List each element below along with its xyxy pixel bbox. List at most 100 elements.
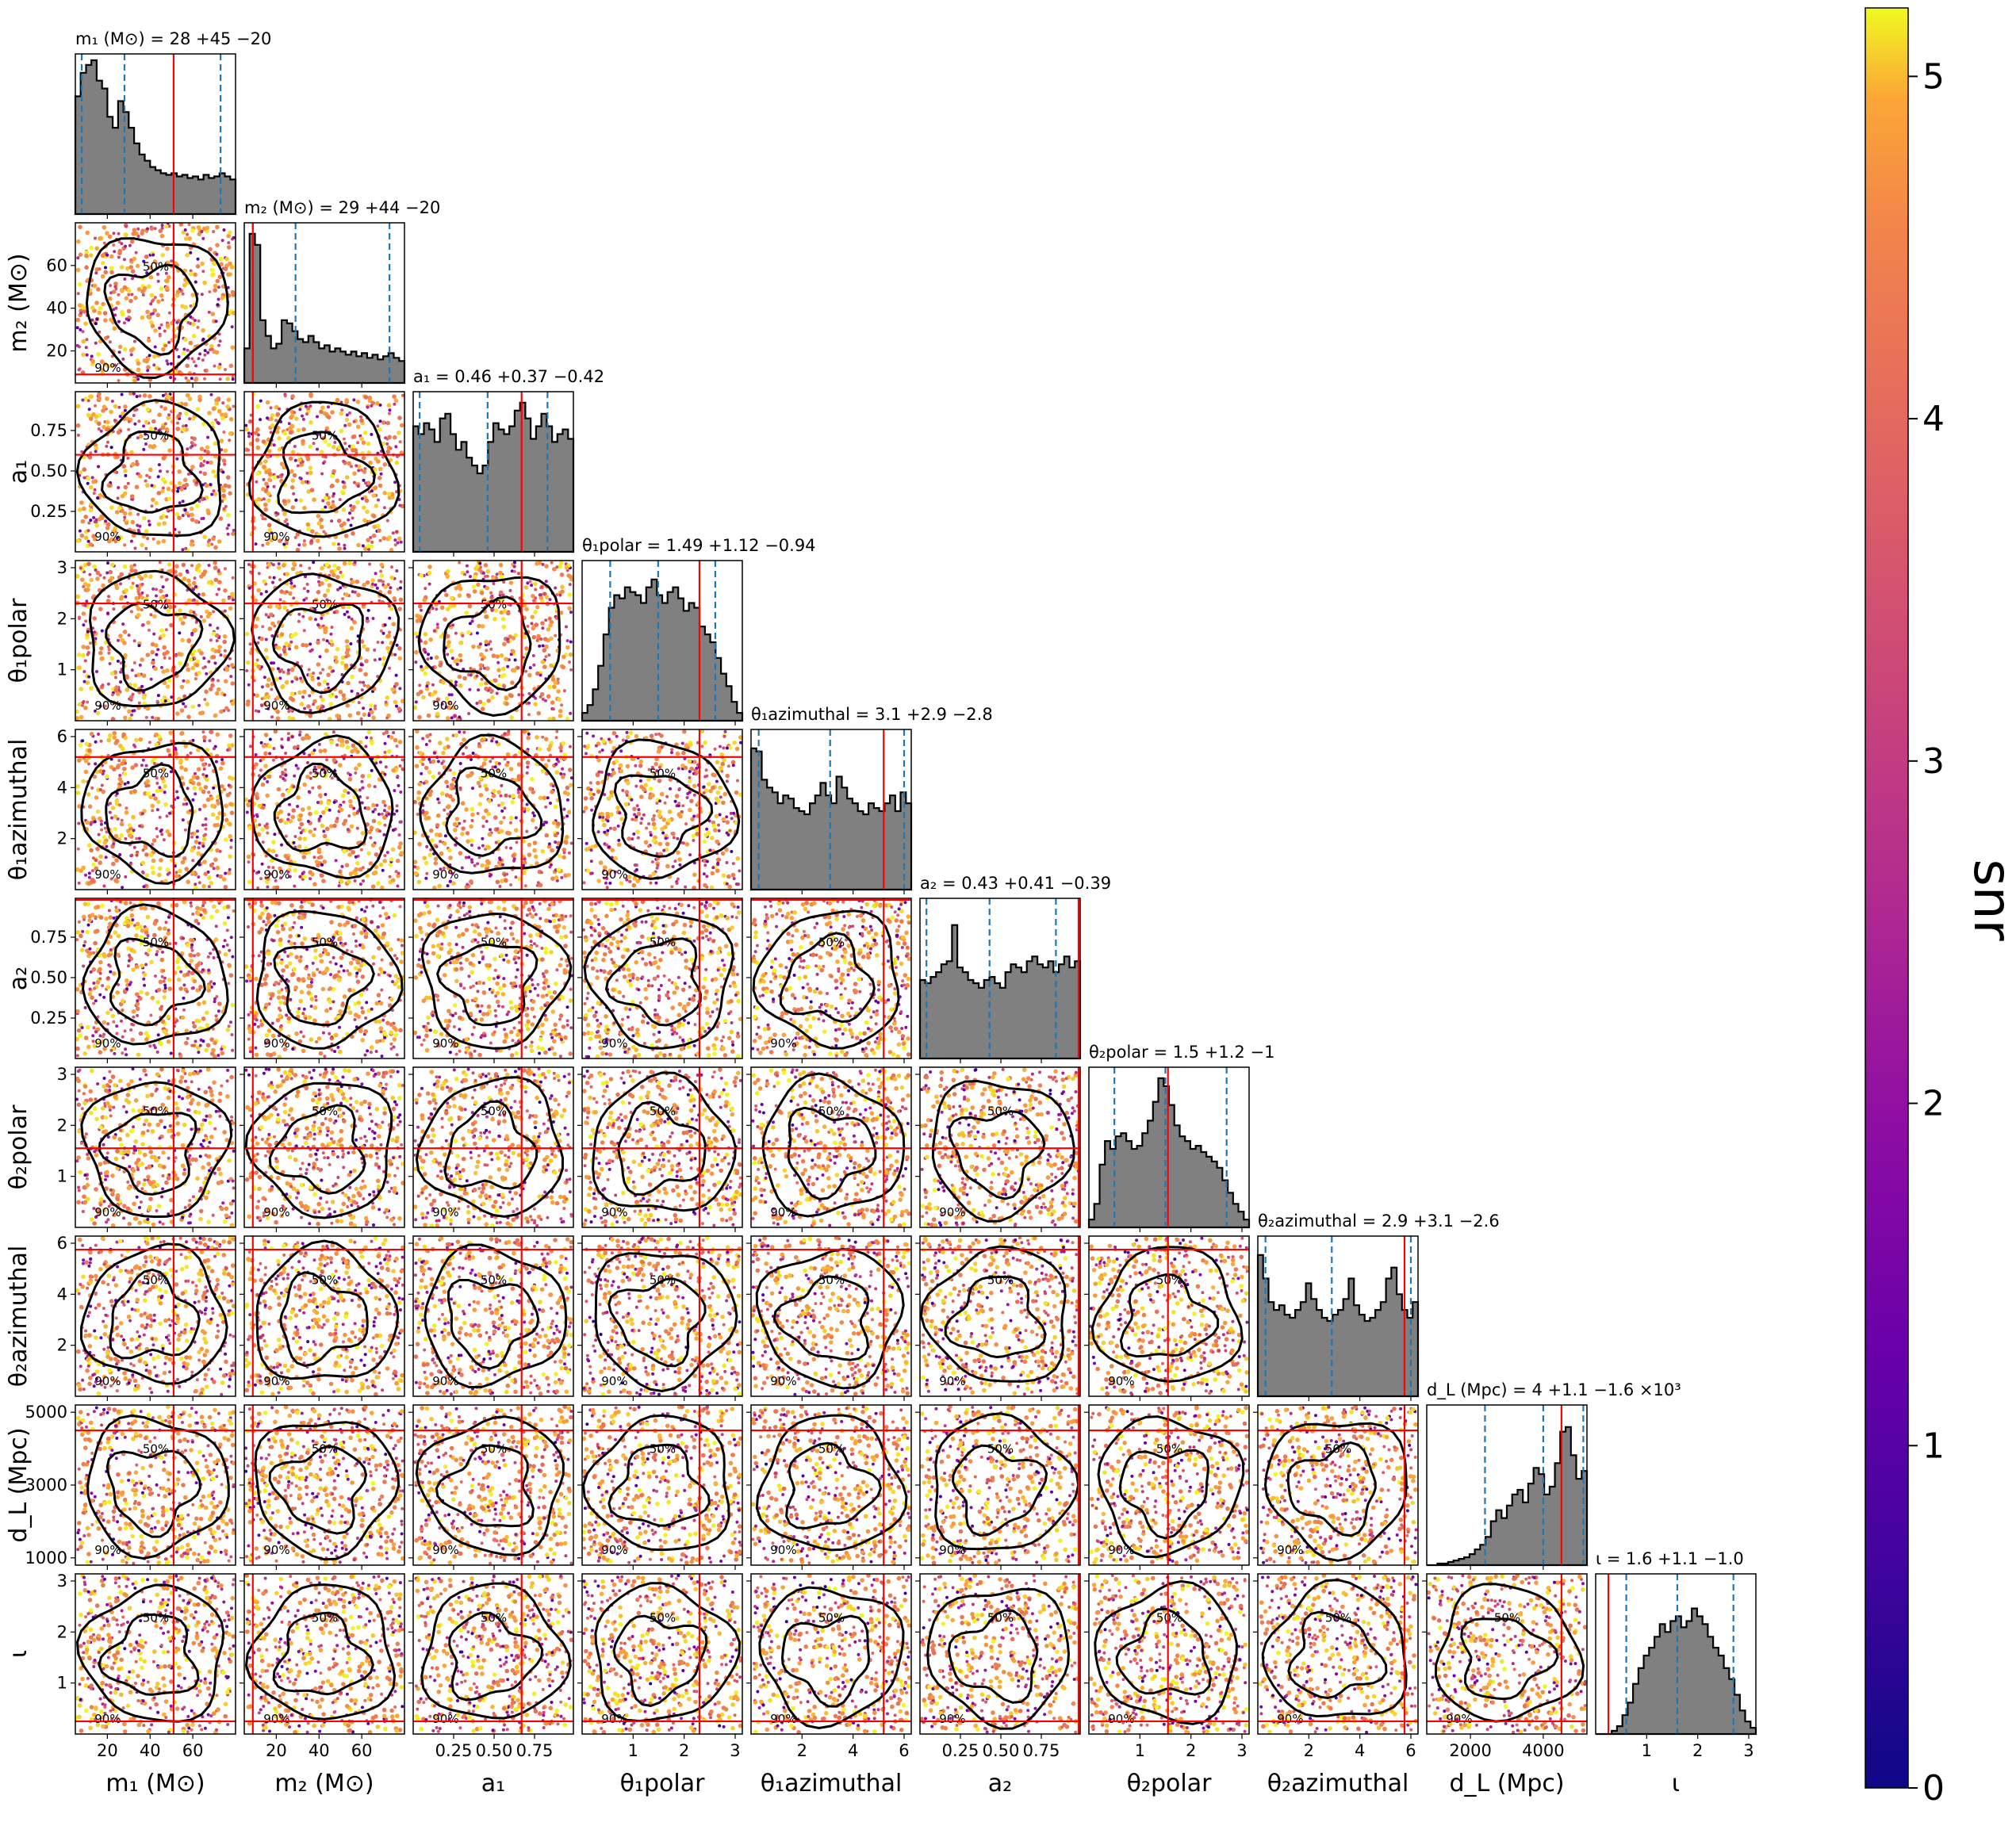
sample-point [111,289,117,294]
sample-point [85,588,90,592]
sample-point [333,769,337,773]
sample-point [384,765,388,769]
sample-point [224,679,228,683]
sample-point [382,859,388,863]
histogram-bars [581,578,744,722]
sample-point [125,674,129,679]
sample-point [209,623,212,627]
sample-point [299,564,303,568]
sample-point [187,223,191,226]
sample-point [460,801,466,806]
sample-point [537,747,542,752]
sample-point [130,293,134,297]
sample-point [458,715,462,719]
sample-point [342,800,346,804]
sample-point [359,436,364,442]
sample-point [146,620,151,626]
sample-point [538,595,543,600]
sample-point [321,499,325,503]
sample-point [293,445,297,448]
sample-point [198,470,202,474]
sample-point [120,242,124,246]
sample-point [473,566,478,571]
sample-point [476,862,480,866]
sample-point [332,730,335,734]
sample-point [356,542,361,548]
sample-point [170,804,174,808]
sample-point [220,412,224,417]
sample-point [348,803,354,809]
sample-point [266,831,270,835]
sample-point [326,603,331,608]
sample-point [362,431,368,435]
sample-point [559,749,563,753]
sample-point [355,400,361,404]
sample-point [562,790,568,795]
sample-point [521,863,525,867]
sample-point [442,841,447,846]
sample-point [159,286,164,291]
sample-point [186,598,192,603]
contour-90 [417,576,561,718]
sample-point [416,791,422,795]
sample-point [361,455,366,461]
sample-point [249,745,252,748]
sample-point [391,531,395,535]
sample-point [265,683,270,688]
sample-point [132,414,136,417]
sample-point [339,807,344,813]
sample-point [195,407,201,412]
sample-point [334,819,339,824]
sample-point [292,745,297,750]
sample-point [485,666,490,671]
sample-point [160,224,164,228]
histogram-panel-a1: a₁ = 0.46 +0.37 −0.42 [412,367,604,553]
sample-point [561,664,566,670]
sample-point [91,479,96,484]
sample-point [330,776,334,780]
sample-point [228,438,232,442]
sample-point [489,688,494,694]
sample-point [154,643,159,648]
sample-point [170,259,174,263]
sample-point [132,743,136,747]
sample-point [550,848,554,853]
sample-point [366,405,370,409]
sample-point [156,491,162,496]
sample-point [232,235,236,239]
sample-point [228,230,232,235]
sample-point [298,730,302,734]
sample-point [297,612,301,616]
sample-point [338,805,342,809]
sample-point [195,835,199,839]
sample-point [228,834,233,839]
sample-point [393,543,397,547]
sample-point [548,617,552,621]
sample-point [445,593,449,597]
sample-point [223,462,227,466]
sample-point [167,340,171,344]
sample-point [394,673,398,677]
sample-point [164,628,168,632]
sample-point [302,629,306,633]
sample-point [184,427,189,432]
sample-point [431,683,435,687]
sample-point [369,825,374,830]
sample-point [376,459,381,464]
sample-point [229,663,235,668]
sample-point [439,605,445,611]
sample-point [353,590,357,594]
sample-point [414,700,418,704]
sample-point [148,354,151,358]
sample-point [117,486,121,489]
sample-point [725,779,729,783]
sample-point [568,768,573,772]
sample-point [183,508,187,512]
sample-point [266,774,272,779]
sample-point [245,631,250,637]
sample-point [316,801,320,805]
sample-point [366,729,372,735]
sample-point [304,404,308,408]
sample-point [268,737,272,741]
sample-point [569,668,573,672]
